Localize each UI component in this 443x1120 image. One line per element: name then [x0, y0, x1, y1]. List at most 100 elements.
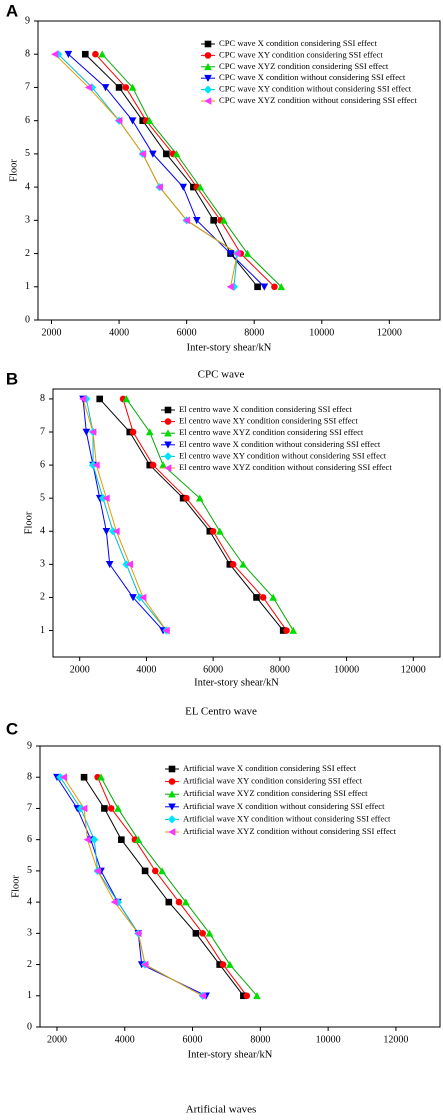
- data-point: [128, 117, 137, 125]
- x-axis-title: Inter-story shear/kN: [188, 1049, 273, 1060]
- data-point: [253, 991, 261, 1000]
- data-point: [219, 216, 228, 224]
- series-line: [82, 398, 164, 631]
- data-point: [122, 84, 130, 91]
- data-point: [82, 394, 91, 404]
- legend-label: Artificial wave XYZ condition without co…: [183, 826, 397, 836]
- data-point: [101, 805, 108, 812]
- legend-label: CPC wave X condition without considering…: [219, 72, 406, 82]
- x-axis-title: Inter-story shear/kN: [194, 677, 279, 688]
- x-tick-label: 12000: [383, 1034, 408, 1045]
- data-point: [239, 560, 247, 568]
- data-point: [165, 898, 173, 906]
- data-point: [141, 960, 149, 969]
- data-point: [146, 461, 154, 469]
- legend-marker: [164, 441, 172, 449]
- y-tick-label: 8: [27, 772, 32, 783]
- panel-label: A: [6, 1, 18, 20]
- x-tick-label: 2000: [47, 1034, 67, 1045]
- data-point: [139, 593, 147, 602]
- series-line: [82, 398, 167, 631]
- data-point: [183, 494, 190, 502]
- data-point: [118, 836, 125, 843]
- data-point: [253, 594, 260, 601]
- y-tick-label: 4: [25, 181, 30, 192]
- legend-marker: [168, 790, 176, 798]
- data-point: [162, 626, 170, 635]
- y-tick-label: 4: [40, 526, 45, 537]
- data-point: [179, 183, 188, 191]
- y-tick-label: 3: [27, 928, 32, 939]
- data-point: [277, 282, 286, 291]
- data-point: [155, 183, 163, 191]
- data-point: [93, 867, 101, 875]
- data-point: [102, 527, 111, 536]
- legend-marker: [167, 815, 177, 824]
- plot-frame: [37, 20, 441, 321]
- data-point: [254, 283, 261, 291]
- legend-label: Artificial wave X condition considering …: [183, 763, 357, 773]
- x-axis-title: Inter-story shear/kN: [187, 342, 272, 353]
- y-tick-label: 6: [27, 834, 32, 845]
- legend-label: El centro wave XY condition without cons…: [179, 450, 387, 460]
- y-tick-label: 2: [40, 592, 45, 603]
- y-tick-label: 7: [27, 803, 32, 814]
- data-point: [283, 627, 290, 634]
- data-point: [79, 395, 87, 403]
- data-point: [163, 150, 170, 158]
- y-tick-label: 7: [40, 426, 45, 437]
- legend-label: El centro wave XY condition considering …: [179, 416, 358, 426]
- legend-label: El centro wave X condition without consi…: [179, 439, 381, 449]
- data-point: [138, 150, 147, 158]
- y-tick-label: 0: [27, 1021, 32, 1032]
- x-tick-label: 8000: [270, 664, 290, 675]
- data-point: [115, 84, 123, 91]
- data-point: [216, 527, 224, 535]
- data-point: [289, 626, 298, 634]
- plot-frame: [39, 745, 441, 1028]
- legend-marker: [168, 765, 176, 773]
- data-point: [226, 561, 234, 568]
- legend-label: Artificial wave XY condition considering…: [183, 776, 363, 786]
- data-point: [226, 250, 235, 258]
- data-point: [279, 627, 287, 634]
- data-point: [115, 116, 123, 125]
- data-point: [226, 282, 234, 291]
- series-line: [97, 777, 248, 997]
- x-tick-label: 10000: [309, 327, 334, 338]
- data-point: [80, 773, 88, 781]
- data-point: [110, 898, 118, 906]
- data-point: [195, 494, 204, 502]
- data-point: [145, 116, 154, 124]
- data-point: [259, 594, 267, 601]
- y-tick-label: 1: [27, 990, 32, 1001]
- y-tick-label: 7: [25, 82, 30, 93]
- data-point: [129, 594, 137, 602]
- data-point: [226, 960, 234, 968]
- y-tick-label: 1: [25, 281, 30, 292]
- caption: CPC wave: [198, 369, 245, 381]
- legend-label: Artificial wave X condition without cons…: [183, 801, 385, 811]
- y-tick-label: 5: [27, 865, 32, 876]
- data-point: [92, 50, 99, 58]
- x-tick-label: 2000: [42, 327, 62, 338]
- y-tick-label: 3: [40, 559, 45, 570]
- x-tick-label: 10000: [334, 664, 359, 675]
- series-line: [125, 398, 294, 631]
- y-tick-label: 6: [25, 115, 30, 126]
- legend-label: El centro wave XYZ condition without con…: [179, 462, 392, 472]
- series-line: [63, 776, 203, 997]
- data-point: [83, 835, 91, 844]
- data-point: [243, 992, 251, 1000]
- data-point: [51, 50, 59, 59]
- data-point: [149, 150, 157, 158]
- data-point: [92, 461, 100, 469]
- data-point: [182, 216, 190, 225]
- data-point: [192, 930, 200, 937]
- data-point: [98, 50, 106, 58]
- legend-label: Artificial wave XYZ condition considerin…: [183, 788, 368, 798]
- y-tick-label: 4: [27, 896, 32, 907]
- legend-label: CPC wave X condition considering SSI eff…: [219, 38, 377, 48]
- data-point: [159, 461, 167, 469]
- series-line: [100, 776, 258, 997]
